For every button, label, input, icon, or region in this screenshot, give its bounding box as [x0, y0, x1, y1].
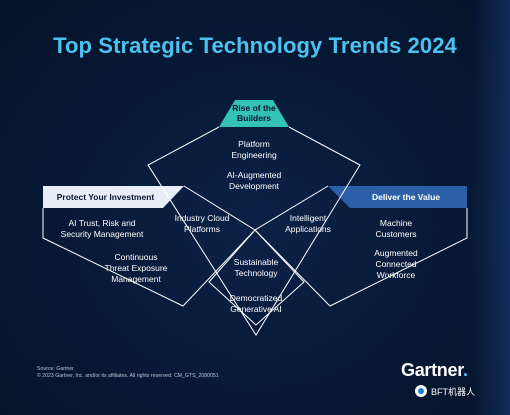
- gartner-logo: Gartner.: [401, 360, 468, 381]
- watermark-text: BFT机器人: [431, 386, 475, 397]
- wechat-badge-icon: [415, 385, 427, 397]
- democratized-generative-ai-line2: Generative AI: [230, 304, 282, 314]
- ctem-line1: Continuous: [114, 252, 158, 262]
- trend-democratized-generative-ai: Democratized Generative AI: [206, 293, 306, 315]
- platform-engineering-line1: Platform: [238, 139, 270, 149]
- augmented-connected-workforce-line2: Connected: [375, 259, 417, 269]
- builders-header: Rise of the Builders: [204, 103, 304, 123]
- source-footer: Source: Gartner © 2023 Gartner, Inc. and…: [37, 366, 219, 380]
- protect-header-label: Protect Your Investment: [56, 192, 155, 202]
- industry-cloud-platforms-line1: Industry Cloud: [174, 213, 230, 223]
- machine-customers-line2: Customers: [375, 229, 417, 239]
- protect-header-shape: [43, 186, 184, 208]
- source-line: Source: Gartner: [37, 366, 74, 372]
- page-title: Top Strategic Technology Trends 2024: [53, 33, 457, 58]
- trend-machine-customers: Machine Customers: [346, 218, 446, 240]
- trend-industry-cloud-platforms: Industry Cloud Platforms: [152, 213, 252, 235]
- protect-outline: [42, 185, 256, 307]
- watermark: BFT机器人: [415, 384, 475, 398]
- democratized-generative-ai-line1: Democratized: [229, 293, 283, 303]
- platform-engineering-line2: Engineering: [231, 150, 277, 160]
- trend-ai-trism: AI Trust, Risk and Security Management: [52, 218, 152, 240]
- trend-platform-engineering: Platform Engineering: [204, 139, 304, 161]
- ctem-line3: Management: [111, 274, 161, 284]
- builders-header-line1: Rise of the: [232, 103, 276, 113]
- ai-augmented-development-line1: AI-Augmented: [226, 170, 282, 180]
- machine-customers-line1: Machine: [379, 218, 413, 228]
- deliver-header: Deliver the Value: [345, 192, 467, 202]
- trend-intelligent-applications: Intelligent Applications: [258, 213, 358, 235]
- sustainable-technology-line1: Sustainable: [233, 257, 279, 267]
- industry-cloud-platforms-line2: Platforms: [184, 224, 220, 234]
- deliver-header-label: Deliver the Value: [371, 192, 441, 202]
- core-outline: [208, 229, 305, 326]
- intelligent-applications-line1: Intelligent: [289, 213, 327, 223]
- sustainable-technology-line2: Technology: [234, 268, 278, 278]
- trend-augmented-connected-workforce: Augmented Connected Workforce: [346, 248, 446, 281]
- builders-outline: [147, 126, 361, 336]
- trend-sustainable-technology: Sustainable Technology: [206, 257, 306, 279]
- deliver-outline: [254, 185, 468, 307]
- gartner-logo-text: Gartner: [401, 360, 463, 380]
- ai-augmented-development-line2: Development: [228, 181, 280, 191]
- edge-glow: [470, 0, 510, 415]
- builders-header-line2: Builders: [236, 113, 271, 123]
- trend-ai-augmented-development: AI-Augmented Development: [204, 170, 304, 192]
- ai-trism-line1: AI Trust, Risk and: [68, 218, 136, 228]
- intelligent-applications-line2: Applications: [285, 224, 331, 234]
- augmented-connected-workforce-line1: Augmented: [374, 248, 418, 258]
- copyright-line: © 2023 Gartner, Inc. and/or its affiliat…: [37, 373, 219, 379]
- trend-ctem: Continuous Threat Exposure Management: [86, 252, 186, 285]
- protect-header: Protect Your Investment: [43, 192, 168, 202]
- builders-header-shape: [219, 100, 289, 127]
- ai-trism-line2: Security Management: [60, 229, 144, 239]
- augmented-connected-workforce-line3: Workforce: [376, 270, 416, 280]
- gartner-logo-dot: .: [462, 360, 468, 380]
- ctem-line2: Threat Exposure: [104, 263, 168, 273]
- deliver-header-shape: [328, 186, 467, 208]
